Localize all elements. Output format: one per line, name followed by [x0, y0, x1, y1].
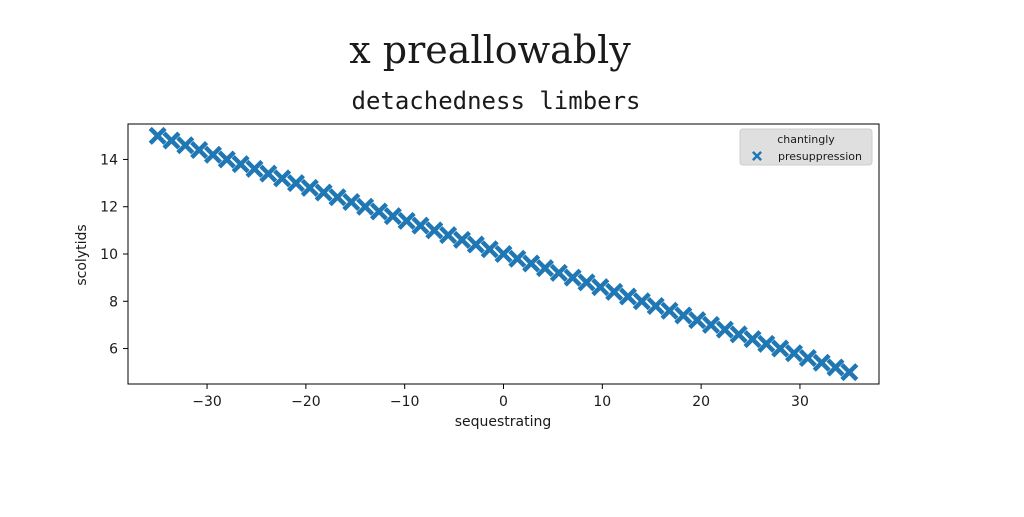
legend-label-presuppression: presuppression — [778, 150, 862, 163]
data-point — [162, 131, 181, 150]
data-point — [245, 159, 264, 178]
x-axis-label: sequestrating — [455, 414, 552, 430]
data-point — [453, 230, 471, 249]
data-point — [798, 349, 817, 367]
y-axis: 6 8 10 12 14 — [100, 152, 128, 358]
data-point — [522, 254, 541, 273]
x-tick-label: 0 — [499, 394, 508, 410]
x-tick-label: 20 — [692, 394, 710, 410]
data-point — [591, 278, 610, 297]
data-point — [466, 235, 485, 254]
data-point — [342, 193, 361, 211]
x-tick-label: −10 — [390, 394, 420, 410]
data-point — [826, 358, 845, 377]
data-point — [148, 126, 167, 145]
data-point — [674, 306, 693, 325]
data-point — [425, 221, 444, 240]
y-tick-label: 12 — [100, 200, 118, 216]
x-tick-label: −20 — [291, 394, 321, 410]
data-point — [508, 249, 527, 268]
legend: chantingly presuppression — [739, 128, 873, 166]
data-point — [203, 145, 222, 164]
data-point — [494, 245, 513, 263]
data-point — [314, 183, 333, 202]
data-point — [757, 334, 776, 353]
legend-marker-presuppression — [752, 151, 762, 161]
data-point — [231, 155, 250, 174]
data-point — [646, 297, 665, 315]
data-point — [563, 268, 582, 287]
data-point — [812, 353, 831, 372]
y-tick-label: 10 — [100, 247, 118, 263]
data-point — [286, 174, 305, 193]
x-tick-label: 10 — [593, 394, 611, 410]
x-tick-label: 30 — [791, 394, 809, 410]
data-point — [217, 150, 236, 169]
data-point — [356, 197, 375, 216]
data-point — [660, 301, 679, 320]
data-point — [369, 202, 388, 221]
x-axis: −30 −20 −10 0 10 20 30 — [192, 384, 809, 410]
data-point — [840, 363, 859, 382]
data-point — [259, 164, 278, 183]
data-point — [397, 211, 416, 230]
figure-title: x preallowably — [349, 28, 631, 72]
data-point — [176, 136, 195, 155]
data-point — [549, 263, 568, 282]
data-point — [771, 339, 790, 358]
chart-title: detachedness limbers — [352, 87, 641, 115]
data-point — [577, 273, 596, 292]
data-point — [480, 240, 499, 259]
data-point — [190, 141, 209, 159]
data-point — [439, 226, 458, 245]
data-point — [411, 216, 430, 235]
data-points — [148, 126, 859, 382]
data-point — [785, 344, 804, 363]
data-point — [536, 259, 554, 278]
data-point — [715, 320, 734, 339]
data-point — [632, 292, 651, 311]
legend-marker-x — [752, 151, 762, 161]
data-point — [688, 311, 707, 330]
y-tick-label: 14 — [100, 152, 118, 168]
data-point — [743, 330, 762, 349]
data-point — [273, 169, 292, 188]
x-tick-label: −30 — [192, 394, 222, 410]
legend-title: chantingly — [777, 133, 835, 146]
y-tick-label: 6 — [109, 342, 118, 358]
y-tick-label: 8 — [109, 294, 118, 310]
data-point — [300, 178, 319, 197]
y-axis-label: scolytids — [74, 224, 90, 285]
data-point — [605, 282, 624, 301]
legend-box — [739, 128, 873, 166]
data-point — [619, 287, 638, 306]
data-point — [328, 188, 347, 207]
data-point — [383, 207, 402, 226]
data-point — [702, 315, 721, 334]
data-point — [729, 325, 748, 344]
